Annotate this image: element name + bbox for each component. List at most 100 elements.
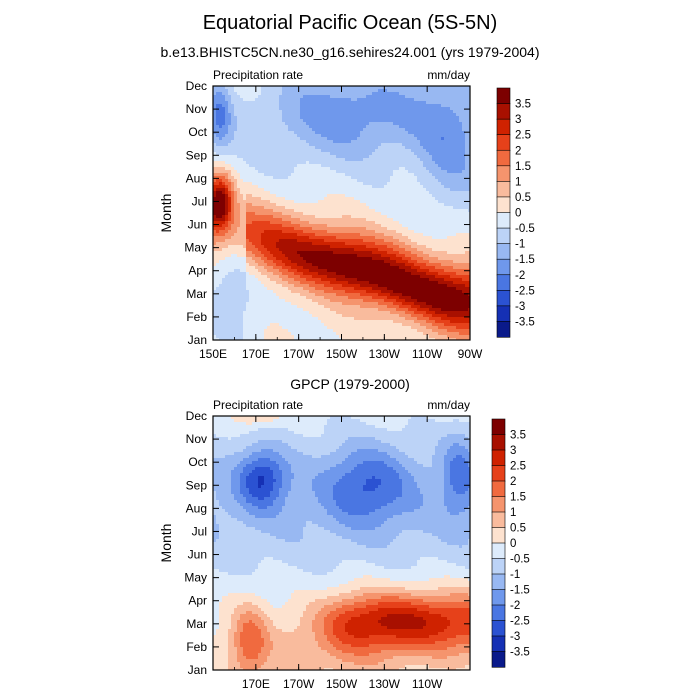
colorbar-label: 0.5 [510, 523, 526, 535]
colorbar-swatch [496, 165, 511, 182]
panel-top: Precipitation rate mm/day Jan Feb Mar Apr May J… [158, 68, 535, 361]
y-tick-label-may: May [184, 241, 207, 255]
y-tick-label-may: May [184, 571, 207, 585]
colorbar-label: -1.5 [515, 254, 535, 266]
y-tick-label-mar: Mar [186, 617, 207, 631]
panel-top-y-axis-title: Month [158, 194, 174, 233]
x-tick-label: 110W [412, 347, 443, 361]
colorbar-label: -2 [515, 270, 525, 282]
colorbar-label: -1.5 [510, 585, 530, 597]
y-tick-label-nov: Nov [186, 102, 207, 116]
y-tick-label-dec: Dec [186, 409, 207, 423]
y-tick-label-jan: Jan [188, 663, 207, 677]
panel-bottom-contour-field [213, 416, 471, 671]
colorbar-swatch [491, 449, 506, 467]
panel-bottom-y-axis-title: Month [158, 524, 174, 563]
y-tick-label-dec: Dec [186, 79, 207, 93]
colorbar-swatch [491, 573, 506, 591]
colorbar-swatch [496, 290, 511, 307]
y-tick-label-feb: Feb [186, 310, 207, 324]
colorbar-label: 0 [510, 538, 516, 550]
x-tick-label: 130W [369, 347, 401, 361]
x-tick-label: 150W [326, 677, 358, 691]
colorbar-swatch [491, 604, 506, 622]
colorbar-swatch [496, 149, 511, 167]
colorbar-swatch [491, 527, 506, 544]
colorbar-label: -2 [510, 600, 520, 612]
y-tick-label-aug: Aug [186, 171, 207, 185]
x-tick-label: 150E [199, 347, 227, 361]
colorbar-swatch [496, 227, 511, 245]
colorbar-swatch [491, 651, 506, 668]
colorbar-label: -1 [510, 569, 520, 581]
colorbar-label: -3.5 [515, 316, 535, 328]
colorbar-swatch [491, 434, 506, 451]
colorbar-swatch [496, 274, 511, 291]
colorbar-label: -1 [515, 239, 525, 251]
colorbar-label: 2.5 [515, 130, 531, 142]
colorbar-swatch [491, 496, 506, 513]
y-tick-label-jun: Jun [188, 218, 207, 232]
colorbar-swatch [491, 418, 506, 436]
colorbar-label: 2 [510, 476, 516, 488]
colorbar-label: 2 [515, 145, 521, 157]
colorbar-label: 1 [510, 507, 516, 519]
colorbar-label: -3 [510, 631, 520, 643]
panel-top-contour-field [213, 86, 471, 341]
colorbar-swatch [491, 620, 506, 637]
colorbar-swatch [496, 258, 511, 276]
colorbar-swatch [491, 589, 506, 606]
colorbar-label: -2.5 [515, 285, 535, 297]
panel-bottom: Precipitation rate mm/day Jan Feb Mar Apr May J… [158, 398, 530, 691]
colorbar-label: -2.5 [510, 616, 530, 628]
panel-bottom-variable-label: Precipitation rate [213, 398, 303, 412]
colorbar-label: 2.5 [510, 461, 526, 473]
x-tick-label: 170E [242, 347, 270, 361]
x-tick-label: 170W [283, 347, 315, 361]
x-tick-label: 170E [242, 677, 270, 691]
colorbar-swatch [496, 243, 511, 260]
colorbar-label: 3 [515, 114, 521, 126]
colorbar-swatch [496, 321, 511, 338]
x-tick-label: 110W [412, 677, 443, 691]
colorbar-label: -3 [515, 301, 525, 313]
colorbar-label: 3.5 [510, 430, 526, 442]
colorbar-label: 1.5 [510, 492, 526, 504]
colorbar-swatch [496, 212, 511, 229]
panel-bottom-title: GPCP (1979-2000) [290, 376, 410, 392]
colorbar-swatch [496, 181, 511, 198]
y-tick-label-feb: Feb [186, 640, 207, 654]
y-tick-label-sep: Sep [186, 478, 208, 492]
y-tick-label-jan: Jan [188, 333, 207, 347]
colorbar-swatch [491, 635, 506, 653]
x-tick-label: 130W [369, 677, 401, 691]
colorbar-label: 0.5 [515, 192, 531, 204]
y-tick-label-sep: Sep [186, 148, 208, 162]
panel-bottom-colorbar: 3.5 3 2.5 2 1.5 1 0.5 0 -0.5 -1 -1.5 -2 -2.5 -3 -3.5 [491, 418, 530, 668]
colorbar-label: 3 [510, 445, 516, 457]
colorbar-swatch [496, 118, 511, 136]
y-tick-label-jun: Jun [188, 548, 207, 562]
colorbar-swatch [496, 103, 511, 120]
figure-subtitle: b.e13.BHISTC5CN.ne30_g16.sehires24.001 (… [160, 44, 540, 60]
x-tick-label: 90W [458, 347, 483, 361]
panel-bottom-units-label: mm/day [427, 398, 470, 412]
colorbar-swatch [491, 511, 506, 529]
x-tick-label: 170W [283, 677, 315, 691]
y-tick-label-oct: Oct [188, 125, 207, 139]
y-tick-label-apr: Apr [188, 594, 207, 608]
panel-top-colorbar: 3.5 3 2.5 2 1.5 1 0.5 0 -0.5 -1 -1.5 -2 -2.5 -3 -3.5 [496, 87, 535, 338]
panel-top-variable-label: Precipitation rate [213, 68, 303, 82]
y-tick-label-mar: Mar [186, 287, 207, 301]
colorbar-label: -0.5 [515, 223, 535, 235]
colorbar-swatch [491, 558, 506, 575]
y-tick-label-jul: Jul [192, 194, 207, 208]
colorbar-swatch [496, 196, 511, 214]
panel-top-units-label: mm/day [427, 68, 470, 82]
colorbar-label: 0 [515, 208, 521, 220]
y-tick-label-nov: Nov [186, 432, 207, 446]
y-tick-label-jul: Jul [192, 524, 207, 538]
colorbar-swatch [496, 305, 511, 323]
colorbar-label: 1.5 [515, 161, 531, 173]
